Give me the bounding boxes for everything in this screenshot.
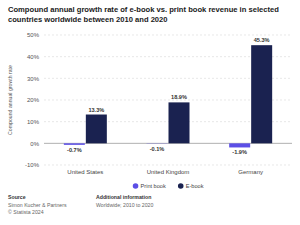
legend-label: Print book: [141, 183, 166, 189]
legend-item: E-book: [178, 183, 204, 189]
y-axis-title: Compound annual growth rate: [7, 65, 13, 135]
bar: [64, 143, 85, 145]
legend-item: Print book: [133, 183, 166, 189]
annotation: Source: [8, 194, 26, 200]
bar: [86, 115, 107, 144]
y-tick-label: 40%: [27, 54, 40, 60]
x-tick-label: United Kingdom: [147, 169, 190, 175]
y-tick-label: 0%: [30, 141, 39, 147]
title-line: Compound annual growth rate of e-book vs…: [8, 5, 279, 14]
legend: Print book E-book: [133, 183, 204, 189]
chart: Compound annual growth rate of e-book vs…: [0, 0, 300, 225]
y-tick-label: 20%: [27, 97, 40, 103]
annotation: Simon Kucher & Partners: [8, 202, 67, 208]
x-tick-label: United States: [67, 169, 103, 175]
bar: [229, 143, 250, 147]
title-line: countries worldwide between 2010 and 202…: [8, 15, 168, 24]
y-tick-label: 50%: [27, 32, 40, 38]
data-label: -1.9%: [232, 149, 247, 155]
data-label: 45.3%: [254, 37, 270, 43]
legend-swatch: [178, 183, 184, 189]
background: [0, 0, 300, 225]
bar: [251, 45, 272, 143]
annotation: Additional information: [96, 194, 151, 200]
y-tick-label: 30%: [27, 76, 40, 82]
bar: [169, 102, 190, 143]
data-label: -0.7%: [67, 147, 82, 153]
y-tick-label: 10%: [27, 119, 40, 125]
annotation: Worldwide; 2010 to 2020: [96, 202, 153, 208]
bar: [147, 143, 168, 144]
legend-label: E-book: [186, 183, 204, 189]
grid-line: [44, 165, 292, 166]
annotation: © Statista 2024: [8, 209, 44, 215]
grid-line: [44, 35, 292, 36]
data-label: -0.1%: [150, 146, 165, 152]
title: Compound annual growth rate of e-book vs…: [8, 5, 279, 24]
data-label: 13.3%: [88, 107, 104, 113]
legend-swatch: [133, 183, 139, 189]
x-tick-label: Germany: [238, 169, 263, 175]
data-label: 18.9%: [171, 94, 187, 100]
y-tick-label: -10%: [25, 162, 40, 168]
